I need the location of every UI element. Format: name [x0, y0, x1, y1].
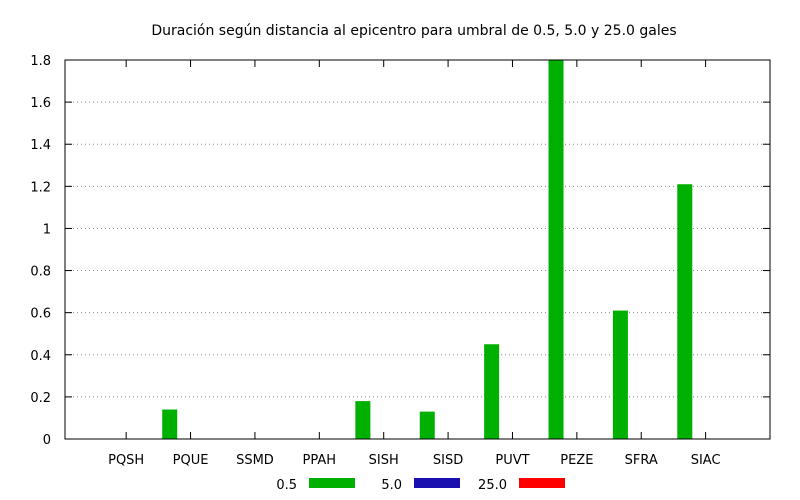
- y-tick-label: 1.8: [30, 54, 51, 69]
- x-tick-label: SIAC: [691, 453, 721, 468]
- x-tick-label: PQSH: [108, 453, 144, 468]
- plot-frame: [64, 59, 771, 440]
- bar-0.5-SFRA: [612, 310, 628, 439]
- x-tick-label: PEZE: [560, 453, 593, 468]
- bars: [162, 60, 693, 439]
- gridlines: [65, 101, 770, 398]
- legend-label: 0.5: [276, 478, 297, 493]
- x-tick-label: PUVT: [495, 453, 529, 468]
- x-tick-label: PPAH: [303, 453, 337, 468]
- legend-label: 25.0: [478, 478, 507, 493]
- x-tick-label: PQUE: [173, 453, 209, 468]
- y-tick-label: 0: [43, 433, 51, 448]
- y-axis: 0 0.2 0.4 0.6 0.8 1 1.2 1.4 1.6 1.8: [30, 54, 770, 448]
- bar-0.5-PQUE: [162, 409, 178, 439]
- y-tick-label: 0.4: [30, 349, 51, 364]
- bar-0.5-SISH: [355, 401, 371, 439]
- x-tick-label: SSMD: [236, 453, 274, 468]
- x-tick-label: SISH: [369, 453, 399, 468]
- x-tick-label: SISD: [433, 453, 463, 468]
- x-axis: PQSH PQUE SSMD PPAH SISH SISD PUVT PEZE SFRA SIAC: [108, 60, 721, 468]
- legend: 0.5 5.0 25.0: [276, 478, 565, 493]
- y-tick-label: 1: [43, 222, 51, 237]
- bar-0.5-SISD: [419, 411, 435, 439]
- legend-swatch: [414, 478, 460, 488]
- y-tick-label: 0.8: [30, 265, 51, 280]
- y-tick-label: 1.6: [30, 96, 51, 111]
- legend-swatch: [309, 478, 355, 488]
- y-tick-label: 1.4: [30, 138, 51, 153]
- bar-0.5-SIAC: [677, 184, 693, 439]
- x-tick-label: SFRA: [625, 453, 658, 468]
- y-tick-label: 1.2: [30, 180, 51, 195]
- legend-swatch: [519, 478, 565, 488]
- y-tick-label: 0.2: [30, 391, 51, 406]
- chart-title: Duración según distancia al epicentro pa…: [151, 23, 676, 39]
- legend-label: 5.0: [381, 478, 402, 493]
- bar-0.5-PEZE: [548, 60, 564, 439]
- y-tick-label: 0.6: [30, 307, 51, 322]
- bar-0.5-PUVT: [484, 344, 500, 439]
